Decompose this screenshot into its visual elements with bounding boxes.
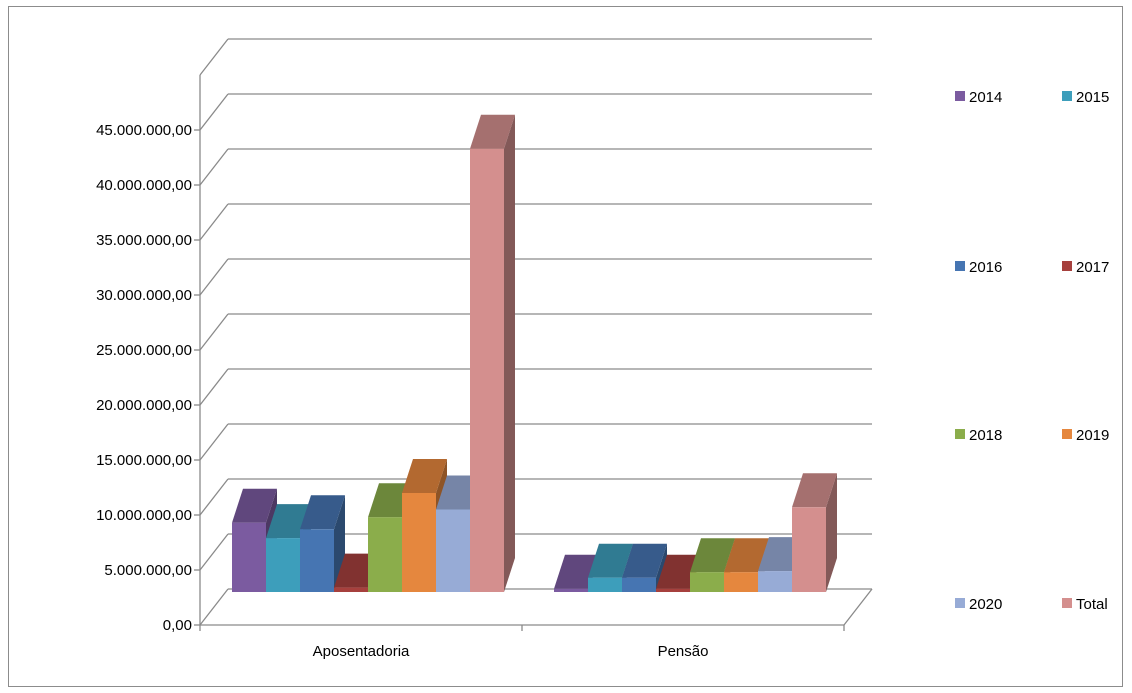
wall-diagonal bbox=[199, 38, 229, 76]
y-tick-label: 35.000.000,00 bbox=[96, 232, 192, 249]
legend-swatch bbox=[955, 91, 965, 101]
bar bbox=[554, 588, 588, 592]
bar-top bbox=[690, 538, 735, 573]
bar-side bbox=[826, 473, 837, 592]
bar-top bbox=[300, 495, 345, 530]
bar bbox=[436, 509, 470, 592]
wall-diagonal bbox=[199, 313, 229, 351]
legend-label: 2014 bbox=[969, 89, 1002, 106]
bar-top bbox=[758, 537, 803, 572]
floor bbox=[199, 588, 873, 631]
wall-diagonal bbox=[199, 533, 229, 571]
bar-top bbox=[622, 543, 667, 578]
bar bbox=[470, 148, 504, 592]
legend-label: 2016 bbox=[969, 259, 1002, 276]
legend-label: 2018 bbox=[969, 427, 1002, 444]
bar-top bbox=[402, 459, 447, 493]
bar bbox=[792, 507, 826, 592]
bar bbox=[402, 493, 436, 592]
bar bbox=[724, 572, 758, 592]
y-tick-label: 10.000.000,00 bbox=[96, 507, 192, 524]
legend-swatch bbox=[955, 261, 965, 271]
bar bbox=[588, 577, 622, 592]
bar-side bbox=[334, 495, 345, 592]
wall-diagonal bbox=[199, 423, 229, 461]
bar-top bbox=[588, 543, 633, 578]
bar-top bbox=[266, 504, 311, 539]
bar bbox=[300, 529, 334, 592]
bar bbox=[232, 522, 266, 592]
floor-edge bbox=[843, 588, 873, 626]
bar-top bbox=[334, 553, 379, 588]
legend-label: Total bbox=[1076, 596, 1108, 613]
legend-swatch bbox=[955, 598, 965, 608]
legend-label: 2015 bbox=[1076, 89, 1109, 106]
bar-top bbox=[656, 554, 701, 589]
left-wall bbox=[199, 38, 229, 626]
legend-swatch bbox=[1062, 598, 1072, 608]
chart-area: 0,00 5.000.000,00 10.000.000,00 15.000.000,… bbox=[96, 38, 1109, 660]
bar-top bbox=[232, 488, 277, 523]
wall-diagonal bbox=[199, 368, 229, 406]
y-tick-label: 40.000.000,00 bbox=[96, 177, 192, 194]
bar-top bbox=[554, 554, 599, 589]
legend-swatch bbox=[1062, 429, 1072, 439]
bar-top bbox=[470, 114, 515, 149]
y-tick-label: 0,00 bbox=[163, 617, 192, 634]
x-category-label: Aposentadoria bbox=[313, 643, 410, 660]
bar-top bbox=[792, 473, 837, 508]
bar bbox=[656, 588, 690, 592]
bar bbox=[334, 587, 368, 592]
bar-side bbox=[504, 114, 515, 592]
y-axis-ticks: 0,00 5.000.000,00 10.000.000,00 15.000.000,… bbox=[96, 122, 200, 634]
bar bbox=[758, 571, 792, 592]
x-axis-categories: Aposentadoria Pensão bbox=[313, 643, 709, 660]
x-category-label: Pensão bbox=[658, 643, 709, 660]
y-tick-label: 20.000.000,00 bbox=[96, 397, 192, 414]
y-tick-label: 45.000.000,00 bbox=[96, 122, 192, 139]
wall-diagonal bbox=[199, 478, 229, 516]
legend: 2014 2015 2016 2017 2018 2019 2020 Total bbox=[955, 89, 1109, 613]
legend-swatch bbox=[1062, 91, 1072, 101]
y-tick-label: 5.000.000,00 bbox=[104, 562, 192, 579]
y-tick-label: 30.000.000,00 bbox=[96, 287, 192, 304]
bar-side bbox=[656, 543, 667, 592]
bar bbox=[690, 572, 724, 592]
wall-diagonal bbox=[199, 203, 229, 241]
legend-swatch bbox=[955, 429, 965, 439]
legend-label: 2017 bbox=[1076, 259, 1109, 276]
bars bbox=[232, 114, 837, 592]
bar bbox=[368, 517, 402, 592]
wall-diagonal bbox=[199, 148, 229, 186]
legend-label: 2020 bbox=[969, 596, 1002, 613]
wall-diagonal bbox=[199, 93, 229, 131]
bar bbox=[622, 577, 656, 592]
y-tick-label: 25.000.000,00 bbox=[96, 342, 192, 359]
bar-top bbox=[368, 483, 413, 518]
wall-diagonal bbox=[199, 258, 229, 296]
bar bbox=[266, 538, 300, 592]
legend-swatch bbox=[1062, 261, 1072, 271]
legend-label: 2019 bbox=[1076, 427, 1109, 444]
y-tick-label: 15.000.000,00 bbox=[96, 452, 192, 469]
wall-diagonal bbox=[199, 588, 229, 626]
bar-top bbox=[436, 475, 481, 510]
chart-frame: 0,00 5.000.000,00 10.000.000,00 15.000.000,… bbox=[8, 6, 1123, 687]
bar-top bbox=[724, 538, 769, 573]
